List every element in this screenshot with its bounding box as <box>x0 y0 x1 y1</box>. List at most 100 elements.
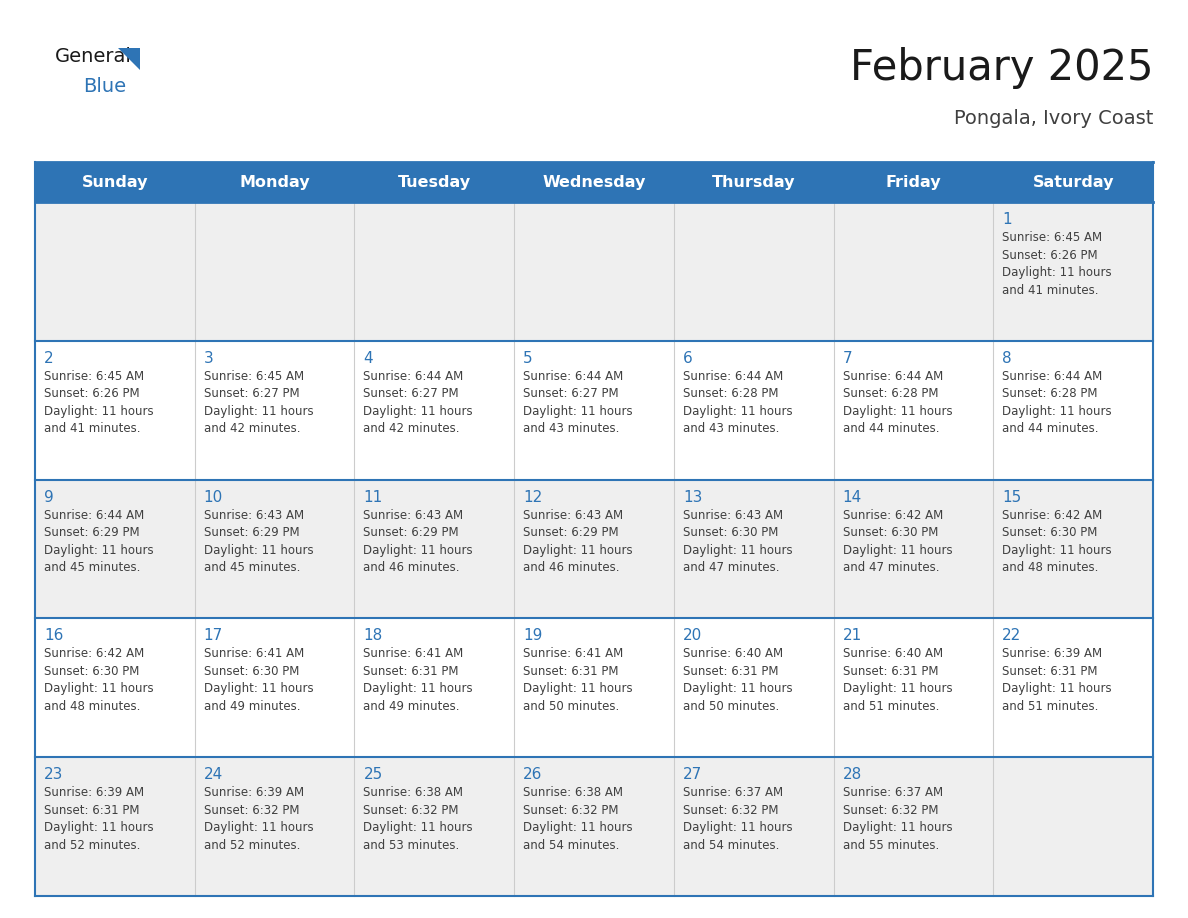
Text: Sunrise: 6:37 AM: Sunrise: 6:37 AM <box>683 786 783 800</box>
Text: Daylight: 11 hours: Daylight: 11 hours <box>523 682 633 696</box>
Text: 16: 16 <box>44 629 63 644</box>
Text: Daylight: 11 hours: Daylight: 11 hours <box>203 682 314 696</box>
Text: Sunrise: 6:39 AM: Sunrise: 6:39 AM <box>44 786 144 800</box>
Text: Daylight: 11 hours: Daylight: 11 hours <box>203 543 314 556</box>
Text: February 2025: February 2025 <box>849 47 1154 89</box>
Text: and 44 minutes.: and 44 minutes. <box>1003 422 1099 435</box>
Text: Sunrise: 6:42 AM: Sunrise: 6:42 AM <box>44 647 144 660</box>
Text: Sunset: 6:31 PM: Sunset: 6:31 PM <box>842 665 939 677</box>
Text: Daylight: 11 hours: Daylight: 11 hours <box>203 405 314 418</box>
Text: and 49 minutes.: and 49 minutes. <box>203 700 301 713</box>
Text: Sunset: 6:32 PM: Sunset: 6:32 PM <box>364 803 459 817</box>
Text: 8: 8 <box>1003 351 1012 365</box>
Text: Pongala, Ivory Coast: Pongala, Ivory Coast <box>954 108 1154 128</box>
Text: Sunrise: 6:44 AM: Sunrise: 6:44 AM <box>44 509 144 521</box>
Text: 27: 27 <box>683 767 702 782</box>
Text: 24: 24 <box>203 767 223 782</box>
Text: 3: 3 <box>203 351 214 365</box>
Text: Daylight: 11 hours: Daylight: 11 hours <box>364 822 473 834</box>
Text: Wednesday: Wednesday <box>542 174 646 189</box>
Bar <box>34 757 1154 896</box>
Text: 15: 15 <box>1003 489 1022 505</box>
Text: Sunrise: 6:44 AM: Sunrise: 6:44 AM <box>683 370 783 383</box>
Text: Daylight: 11 hours: Daylight: 11 hours <box>1003 543 1112 556</box>
Text: Daylight: 11 hours: Daylight: 11 hours <box>523 822 633 834</box>
Text: and 50 minutes.: and 50 minutes. <box>523 700 619 713</box>
Text: 20: 20 <box>683 629 702 644</box>
Text: 22: 22 <box>1003 629 1022 644</box>
Text: Sunset: 6:31 PM: Sunset: 6:31 PM <box>44 803 139 817</box>
Text: Sunrise: 6:45 AM: Sunrise: 6:45 AM <box>203 370 304 383</box>
Text: 17: 17 <box>203 629 223 644</box>
Text: Sunrise: 6:41 AM: Sunrise: 6:41 AM <box>364 647 463 660</box>
Text: 7: 7 <box>842 351 852 365</box>
Text: Sunset: 6:32 PM: Sunset: 6:32 PM <box>203 803 299 817</box>
Text: and 42 minutes.: and 42 minutes. <box>203 422 301 435</box>
Text: 18: 18 <box>364 629 383 644</box>
Text: Sunrise: 6:37 AM: Sunrise: 6:37 AM <box>842 786 943 800</box>
Text: Daylight: 11 hours: Daylight: 11 hours <box>44 405 153 418</box>
Text: Sunrise: 6:44 AM: Sunrise: 6:44 AM <box>523 370 624 383</box>
Text: Sunrise: 6:43 AM: Sunrise: 6:43 AM <box>203 509 304 521</box>
Text: Sunset: 6:28 PM: Sunset: 6:28 PM <box>1003 387 1098 400</box>
Text: Sunrise: 6:41 AM: Sunrise: 6:41 AM <box>523 647 624 660</box>
Bar <box>34 341 1154 479</box>
Text: Daylight: 11 hours: Daylight: 11 hours <box>523 543 633 556</box>
Text: Sunset: 6:30 PM: Sunset: 6:30 PM <box>842 526 939 539</box>
Text: and 47 minutes.: and 47 minutes. <box>842 561 939 574</box>
Text: Sunday: Sunday <box>82 174 148 189</box>
Text: Sunset: 6:28 PM: Sunset: 6:28 PM <box>683 387 778 400</box>
Text: and 43 minutes.: and 43 minutes. <box>523 422 619 435</box>
Text: Tuesday: Tuesday <box>398 174 470 189</box>
Text: Sunset: 6:27 PM: Sunset: 6:27 PM <box>523 387 619 400</box>
Text: Sunrise: 6:42 AM: Sunrise: 6:42 AM <box>1003 509 1102 521</box>
Text: 21: 21 <box>842 629 861 644</box>
Text: and 51 minutes.: and 51 minutes. <box>842 700 939 713</box>
Text: Daylight: 11 hours: Daylight: 11 hours <box>203 822 314 834</box>
Text: and 41 minutes.: and 41 minutes. <box>44 422 140 435</box>
Text: Sunrise: 6:40 AM: Sunrise: 6:40 AM <box>842 647 943 660</box>
Text: and 48 minutes.: and 48 minutes. <box>1003 561 1099 574</box>
Text: and 54 minutes.: and 54 minutes. <box>683 839 779 852</box>
Text: Daylight: 11 hours: Daylight: 11 hours <box>1003 682 1112 696</box>
Bar <box>34 479 1154 619</box>
Text: 28: 28 <box>842 767 861 782</box>
Text: Friday: Friday <box>885 174 941 189</box>
Text: Daylight: 11 hours: Daylight: 11 hours <box>44 682 153 696</box>
Text: Sunset: 6:32 PM: Sunset: 6:32 PM <box>523 803 619 817</box>
Text: Sunset: 6:31 PM: Sunset: 6:31 PM <box>523 665 619 677</box>
Text: and 52 minutes.: and 52 minutes. <box>44 839 140 852</box>
Bar <box>34 202 1154 341</box>
Text: 14: 14 <box>842 489 861 505</box>
Text: Daylight: 11 hours: Daylight: 11 hours <box>683 822 792 834</box>
Text: and 41 minutes.: and 41 minutes. <box>1003 284 1099 297</box>
Text: 9: 9 <box>44 489 53 505</box>
Text: and 52 minutes.: and 52 minutes. <box>203 839 301 852</box>
Text: Sunset: 6:26 PM: Sunset: 6:26 PM <box>44 387 140 400</box>
Text: Sunset: 6:30 PM: Sunset: 6:30 PM <box>203 665 299 677</box>
Text: Sunset: 6:27 PM: Sunset: 6:27 PM <box>203 387 299 400</box>
Text: and 50 minutes.: and 50 minutes. <box>683 700 779 713</box>
Text: and 44 minutes.: and 44 minutes. <box>842 422 939 435</box>
Text: Daylight: 11 hours: Daylight: 11 hours <box>44 543 153 556</box>
Text: 23: 23 <box>44 767 63 782</box>
Text: Daylight: 11 hours: Daylight: 11 hours <box>842 682 953 696</box>
Text: Sunrise: 6:40 AM: Sunrise: 6:40 AM <box>683 647 783 660</box>
Text: Sunset: 6:29 PM: Sunset: 6:29 PM <box>364 526 459 539</box>
Text: Sunrise: 6:38 AM: Sunrise: 6:38 AM <box>523 786 624 800</box>
Text: and 46 minutes.: and 46 minutes. <box>523 561 620 574</box>
Text: 5: 5 <box>523 351 532 365</box>
Text: 11: 11 <box>364 489 383 505</box>
Text: Sunset: 6:29 PM: Sunset: 6:29 PM <box>523 526 619 539</box>
Polygon shape <box>119 48 140 70</box>
Text: Daylight: 11 hours: Daylight: 11 hours <box>1003 266 1112 279</box>
Text: Blue: Blue <box>83 77 126 96</box>
Text: Daylight: 11 hours: Daylight: 11 hours <box>364 405 473 418</box>
Text: Sunrise: 6:44 AM: Sunrise: 6:44 AM <box>1003 370 1102 383</box>
Text: Thursday: Thursday <box>712 174 796 189</box>
Text: General: General <box>55 47 132 66</box>
Text: Daylight: 11 hours: Daylight: 11 hours <box>683 405 792 418</box>
Text: and 53 minutes.: and 53 minutes. <box>364 839 460 852</box>
Text: Sunrise: 6:42 AM: Sunrise: 6:42 AM <box>842 509 943 521</box>
Text: Sunset: 6:31 PM: Sunset: 6:31 PM <box>364 665 459 677</box>
